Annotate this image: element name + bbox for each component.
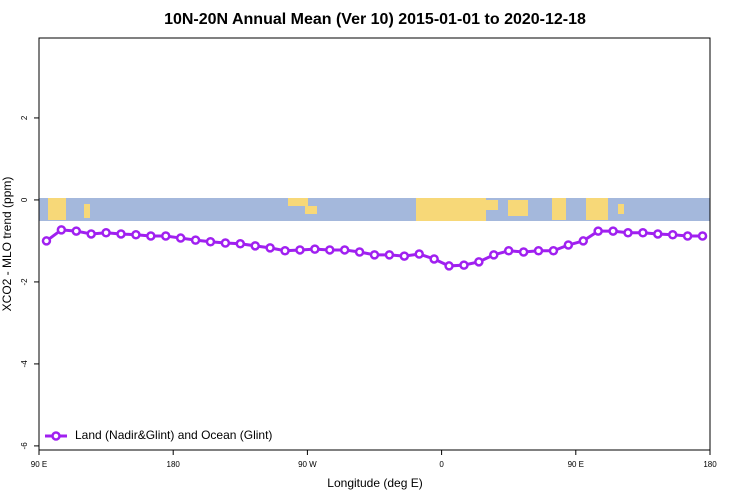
data-point (623, 227, 633, 238)
data-point (310, 244, 320, 254)
legend-marker (51, 431, 61, 441)
data-point (250, 241, 260, 251)
series-line (45, 228, 703, 268)
data-point (339, 245, 350, 255)
x-tick-label: 90 E (568, 460, 584, 469)
data-point (265, 243, 275, 253)
data-point (86, 229, 96, 239)
data-point (384, 250, 395, 260)
data-point (354, 247, 365, 257)
x-tick-label: 90 E (31, 460, 47, 469)
data-point (56, 225, 67, 235)
y-tick-label: -4 (20, 360, 29, 368)
data-point (503, 246, 514, 256)
data-point (548, 246, 559, 256)
data-point (131, 230, 141, 240)
data-point (146, 231, 156, 241)
data-point (682, 231, 693, 241)
data-point (429, 254, 439, 264)
data-point (489, 250, 499, 260)
y-tick-label: 2 (20, 115, 29, 120)
data-point (474, 257, 484, 267)
x-axis-label: Longitude (deg E) (327, 476, 422, 490)
data-point (518, 247, 529, 257)
map-strip (39, 198, 710, 221)
data-point (638, 227, 648, 238)
data-point (41, 236, 52, 246)
chart-title: 10N-20N Annual Mean (Ver 10) 2015-01-01 … (164, 11, 586, 28)
data-point (444, 261, 454, 271)
data-point (608, 226, 618, 236)
data-point (160, 231, 171, 241)
data-point (116, 229, 126, 239)
data-point (578, 236, 589, 246)
y-axis-label: XCO2 - MLO trend (ppm) (0, 177, 14, 312)
y-tick-label: -6 (20, 442, 29, 450)
data-point (71, 226, 82, 236)
x-tick-label: 0 (439, 460, 444, 469)
plot-frame (38, 37, 711, 451)
data-point (235, 239, 246, 249)
data-point (667, 230, 678, 240)
data-point (280, 246, 290, 256)
data-point (295, 245, 305, 255)
legend-label: Land (Nadir&Glint) and Ocean (Glint) (75, 428, 272, 442)
y-tick-label: -2 (20, 278, 29, 286)
data-point (205, 236, 216, 247)
data-point (533, 246, 544, 256)
y-tick-label: 0 (20, 197, 29, 202)
data-point (563, 240, 574, 250)
data-point (190, 235, 201, 245)
data-point (697, 231, 708, 241)
data-point (220, 238, 231, 248)
data-point (101, 227, 111, 238)
data-point (399, 251, 410, 261)
data-point (653, 229, 663, 239)
x-tick-label: 90 W (298, 460, 317, 469)
data-point (459, 260, 469, 270)
data-point (175, 233, 186, 243)
data-point (593, 226, 603, 236)
data-point (414, 249, 424, 259)
x-tick-label: 180 (703, 460, 717, 469)
x-tick-label: 180 (167, 460, 181, 469)
data-point (369, 250, 380, 260)
data-point (325, 245, 335, 255)
